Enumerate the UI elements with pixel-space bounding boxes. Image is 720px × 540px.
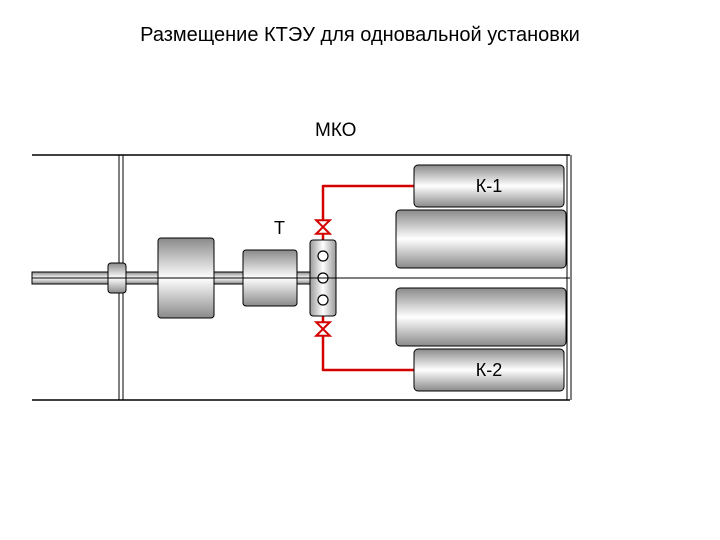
svg-text:К-1: К-1	[476, 176, 503, 196]
diagram-svg: К-1 К-2	[0, 0, 720, 540]
t-label: Т	[274, 218, 285, 239]
svg-text:К-2: К-2	[476, 360, 503, 380]
mko-label: МКО	[315, 120, 356, 142]
diagram-title: Размещение КТЭУ для одновальной установк…	[0, 24, 720, 47]
